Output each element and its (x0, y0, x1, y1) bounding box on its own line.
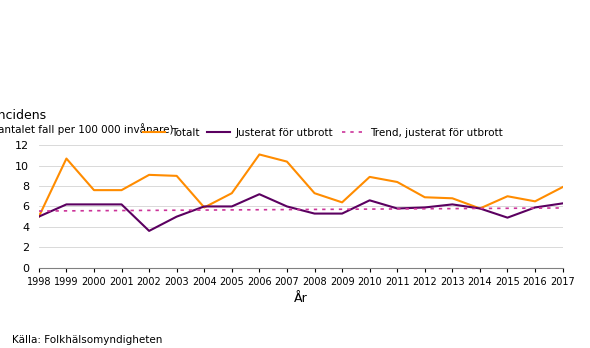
Trend, justerat för utbrott (146, 208, 153, 213)
Justerat för utbrott (559, 201, 566, 205)
Trend, justerat för utbrott (90, 208, 97, 213)
Justerat för utbrott (421, 205, 428, 209)
Trend, justerat för utbrott (476, 206, 483, 211)
Totalt (283, 159, 290, 164)
Totalt (394, 180, 401, 184)
Text: (antalet fall per 100 000 invånare): (antalet fall per 100 000 invånare) (0, 123, 174, 135)
Totalt (339, 200, 346, 205)
Justerat för utbrott (90, 202, 97, 206)
Totalt (90, 188, 97, 192)
Totalt (559, 185, 566, 189)
Trend, justerat för utbrott (559, 206, 566, 210)
Trend, justerat för utbrott (366, 207, 373, 211)
Justerat för utbrott (504, 215, 511, 220)
Justerat för utbrott (532, 205, 539, 209)
Totalt (476, 206, 483, 211)
Justerat för utbrott (394, 206, 401, 211)
Justerat för utbrott (256, 192, 263, 196)
Trend, justerat för utbrott (35, 209, 42, 213)
Text: Incidens: Incidens (0, 109, 47, 121)
Justerat för utbrott (118, 202, 125, 206)
Justerat för utbrott (228, 204, 235, 208)
Totalt (201, 205, 208, 209)
Trend, justerat för utbrott (256, 208, 263, 212)
Trend, justerat för utbrott (118, 208, 125, 213)
Totalt (35, 214, 42, 219)
Totalt (173, 174, 180, 178)
Totalt (63, 157, 70, 161)
Trend, justerat för utbrott (504, 206, 511, 211)
Justerat för utbrott (201, 204, 208, 208)
Totalt (228, 191, 235, 195)
Justerat för utbrott (476, 206, 483, 211)
Totalt (504, 194, 511, 198)
Justerat för utbrott (366, 198, 373, 203)
Trend, justerat för utbrott (532, 206, 539, 210)
Line: Justerat för utbrott: Justerat för utbrott (39, 194, 563, 231)
Trend, justerat för utbrott (63, 209, 70, 213)
Justerat för utbrott (35, 214, 42, 219)
Totalt (449, 196, 456, 200)
Trend, justerat för utbrott (311, 207, 318, 212)
Justerat för utbrott (283, 204, 290, 208)
Justerat för utbrott (63, 202, 70, 206)
Justerat för utbrott (146, 229, 153, 233)
Totalt (256, 152, 263, 157)
Totalt (146, 173, 153, 177)
Trend, justerat för utbrott (421, 207, 428, 211)
Justerat för utbrott (339, 212, 346, 216)
Trend, justerat för utbrott (283, 207, 290, 212)
Line: Trend, justerat för utbrott: Trend, justerat för utbrott (39, 208, 563, 211)
Trend, justerat för utbrott (449, 206, 456, 211)
Line: Totalt: Totalt (39, 155, 563, 216)
Trend, justerat för utbrott (394, 207, 401, 211)
Justerat för utbrott (173, 214, 180, 219)
X-axis label: År: År (294, 292, 307, 305)
Trend, justerat för utbrott (201, 208, 208, 212)
Trend, justerat för utbrott (339, 207, 346, 211)
Trend, justerat för utbrott (228, 208, 235, 212)
Totalt (118, 188, 125, 192)
Totalt (421, 195, 428, 199)
Legend: Totalt, Justerat för utbrott, Trend, justerat för utbrott: Totalt, Justerat för utbrott, Trend, jus… (138, 124, 507, 142)
Text: Källa: Folkhälsomyndigheten: Källa: Folkhälsomyndigheten (12, 334, 162, 345)
Totalt (366, 175, 373, 179)
Justerat för utbrott (311, 212, 318, 216)
Totalt (532, 199, 539, 204)
Justerat för utbrott (449, 202, 456, 206)
Trend, justerat för utbrott (173, 208, 180, 212)
Totalt (311, 191, 318, 195)
